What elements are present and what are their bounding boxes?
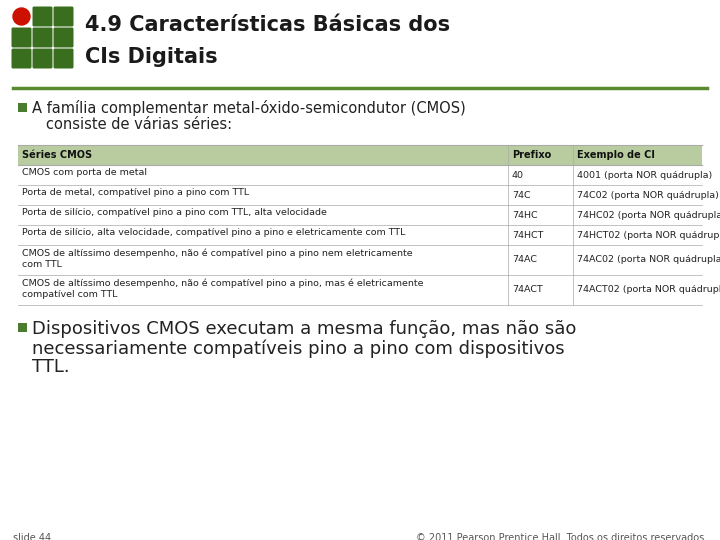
Text: 74C: 74C: [512, 191, 531, 199]
Text: 74HCT: 74HCT: [512, 231, 544, 240]
Text: 74C02 (porta NOR quádrupla): 74C02 (porta NOR quádrupla): [577, 191, 719, 199]
FancyBboxPatch shape: [12, 49, 32, 69]
Text: 74AC: 74AC: [512, 255, 537, 265]
Text: 40: 40: [512, 171, 524, 179]
Text: Séries CMOS: Séries CMOS: [22, 150, 92, 160]
Text: necessariamente compatíveis pino a pino com dispositivos: necessariamente compatíveis pino a pino …: [32, 339, 564, 357]
Text: 74HC: 74HC: [512, 211, 538, 219]
Circle shape: [13, 8, 30, 25]
Text: 4001 (porta NOR quádrupla): 4001 (porta NOR quádrupla): [577, 171, 712, 179]
Text: © 2011 Pearson Prentice Hall. Todos os direitos reservados.: © 2011 Pearson Prentice Hall. Todos os d…: [415, 533, 707, 540]
Text: 74HCT02 (porta NOR quádrupla): 74HCT02 (porta NOR quádrupla): [577, 231, 720, 240]
Text: 74HC02 (porta NOR quádrupla): 74HC02 (porta NOR quádrupla): [577, 211, 720, 219]
Text: slide 44: slide 44: [13, 533, 51, 540]
FancyBboxPatch shape: [32, 28, 53, 48]
Text: Porta de silício, alta velocidade, compatível pino a pino e eletricamente com TT: Porta de silício, alta velocidade, compa…: [22, 228, 405, 237]
Text: CIs Digitais: CIs Digitais: [85, 47, 217, 67]
FancyBboxPatch shape: [18, 103, 27, 112]
FancyBboxPatch shape: [32, 49, 53, 69]
Text: CMOS de altíssimo desempenho, não é compatível pino a pino, mas é eletricamente
: CMOS de altíssimo desempenho, não é comp…: [22, 278, 423, 299]
Text: Dispositivos CMOS executam a mesma função, mas não são: Dispositivos CMOS executam a mesma funçã…: [32, 320, 577, 338]
FancyBboxPatch shape: [53, 28, 73, 48]
Text: Porta de silício, compatível pino a pino com TTL, alta velocidade: Porta de silício, compatível pino a pino…: [22, 208, 327, 217]
Text: CMOS com porta de metal: CMOS com porta de metal: [22, 168, 147, 177]
FancyBboxPatch shape: [18, 323, 27, 332]
FancyBboxPatch shape: [53, 49, 73, 69]
Text: CMOS de altíssimo desempenho, não é compatível pino a pino nem eletricamente
com: CMOS de altíssimo desempenho, não é comp…: [22, 248, 413, 269]
Text: 74AC02 (porta NOR quádrupla): 74AC02 (porta NOR quádrupla): [577, 255, 720, 265]
Text: 74ACT02 (porta NOR quádrupla): 74ACT02 (porta NOR quádrupla): [577, 286, 720, 294]
Text: A família complementar metal-óxido-semicondutor (CMOS): A família complementar metal-óxido-semic…: [32, 100, 466, 116]
Text: 4.9 Características Básicas dos: 4.9 Características Básicas dos: [85, 15, 450, 35]
Text: Prefixo: Prefixo: [512, 150, 552, 160]
FancyBboxPatch shape: [32, 6, 53, 26]
Text: 74ACT: 74ACT: [512, 286, 543, 294]
Text: Exemplo de CI: Exemplo de CI: [577, 150, 655, 160]
FancyBboxPatch shape: [12, 28, 32, 48]
FancyBboxPatch shape: [18, 145, 702, 165]
Text: TTL.: TTL.: [32, 358, 70, 376]
Text: consiste de várias séries:: consiste de várias séries:: [46, 117, 232, 132]
Text: Porta de metal, compatível pino a pino com TTL: Porta de metal, compatível pino a pino c…: [22, 188, 249, 197]
FancyBboxPatch shape: [53, 6, 73, 26]
